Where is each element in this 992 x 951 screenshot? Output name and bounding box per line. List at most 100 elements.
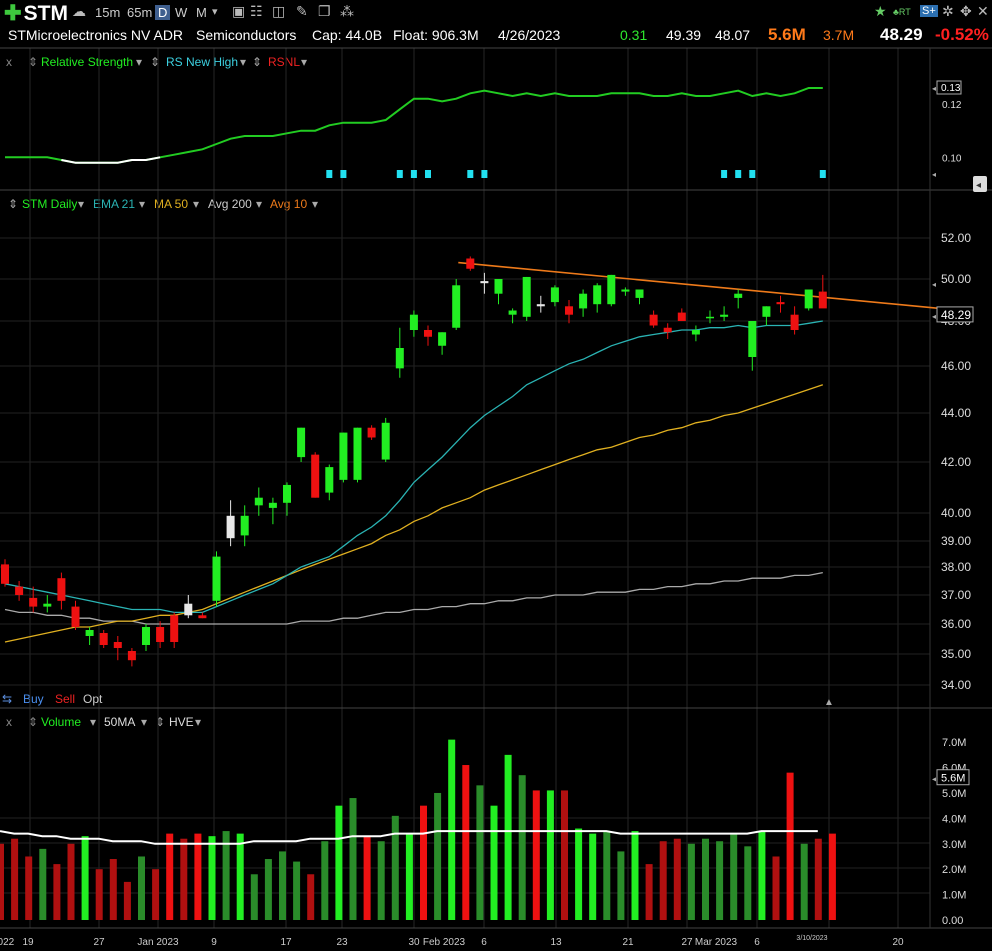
timeframe-d[interactable]: D xyxy=(155,5,171,20)
volume-bar xyxy=(504,754,512,920)
price-pointer-icon: ◂ xyxy=(932,280,936,289)
scroll-handle-icon xyxy=(973,176,987,192)
candle-body xyxy=(762,306,771,317)
star-icon[interactable]: ★ xyxy=(874,3,887,19)
volume-bar xyxy=(828,833,836,920)
move-icon[interactable]: ✥ xyxy=(960,3,972,19)
price-tick: 34.00 xyxy=(941,678,971,692)
volume-dropdown-icon[interactable]: ▾ xyxy=(90,715,97,729)
x-axis-label: 27 xyxy=(93,937,105,948)
avg-volume-value: 3.7M xyxy=(823,27,855,43)
price-label-avg200[interactable]: Avg 200 xyxy=(208,197,252,211)
price-tick: 39.00 xyxy=(941,534,971,548)
volume-bar xyxy=(377,841,385,920)
ema21-line xyxy=(4,320,823,614)
rs-label-relative-strength[interactable]: Relative Strength xyxy=(41,55,134,69)
rs-close-icon[interactable]: x xyxy=(6,55,12,69)
candle-body xyxy=(494,279,503,294)
volume-panel-header: x ⇕ Volume ▾ 50MA ▾ ⇕ HVE ▾ xyxy=(0,712,930,732)
volume-tick: 1.0M xyxy=(942,890,966,902)
x-axis-label: 30 xyxy=(408,937,420,948)
volume-sort-icon[interactable]: ⇕ xyxy=(28,715,39,729)
rs-dropdown-icon[interactable]: ▾ xyxy=(136,55,143,69)
rs-newhigh-dropdown-icon[interactable]: ▾ xyxy=(240,55,247,69)
timeframe-15m[interactable]: 15m xyxy=(95,5,121,20)
rs-new-high-marker xyxy=(396,170,403,178)
rsnl-dropdown-icon[interactable]: ▾ xyxy=(301,55,308,69)
price-sort-icon[interactable]: ⇕ xyxy=(8,197,19,211)
dropdown-icon[interactable]: ▾ xyxy=(212,6,218,18)
timeframe-m[interactable]: M xyxy=(196,5,207,20)
volume-bar xyxy=(772,856,780,920)
share-icon[interactable]: ⁂ xyxy=(340,3,354,19)
notes-icon[interactable]: ❐ xyxy=(318,3,331,19)
sell-button[interactable]: Sell xyxy=(55,692,76,706)
price-label-daily[interactable]: STM Daily xyxy=(22,197,78,211)
rs-sort-icon-2[interactable]: ⇕ xyxy=(150,55,161,69)
ema-dropdown-icon[interactable]: ▾ xyxy=(139,197,146,211)
price-label-ma50[interactable]: MA 50 xyxy=(154,197,189,211)
hve-dropdown-icon[interactable]: ▾ xyxy=(195,715,202,729)
add-symbol-icon[interactable]: ✚ xyxy=(4,2,22,25)
x-axis-label: Jan 2023 xyxy=(137,937,179,948)
hve-sort-icon[interactable]: ⇕ xyxy=(155,715,166,729)
price-tick: 37.00 xyxy=(941,588,971,602)
candle-body xyxy=(184,603,193,616)
volume-label[interactable]: Volume xyxy=(41,715,82,729)
volume-bar xyxy=(800,843,808,920)
candle-body xyxy=(29,597,38,607)
price-tag-box xyxy=(936,306,974,323)
timeframe-65m[interactable]: 65m xyxy=(127,5,153,20)
draw-pencil-icon[interactable]: ✎ xyxy=(296,3,308,19)
volume-tick: 7.0M xyxy=(942,737,966,749)
candle-body xyxy=(127,651,136,661)
compare-icon[interactable]: ◫ xyxy=(272,3,286,19)
rs-label-new-high[interactable]: RS New High xyxy=(166,55,239,69)
volume-label-50ma[interactable]: 50MA xyxy=(104,715,136,729)
volume-bar xyxy=(405,833,413,920)
indicator-list-icon[interactable]: ☷ xyxy=(250,3,263,19)
chart-type-icon[interactable]: ▣ xyxy=(232,3,246,19)
volume-label-hve[interactable]: HVE xyxy=(169,715,194,729)
order-icon[interactable]: ⇆ xyxy=(2,692,13,706)
volume-tick: 5.0M xyxy=(942,788,966,800)
buy-button[interactable]: Buy xyxy=(23,692,44,706)
top-toolbar: ✚STM ☁ 15m 65m D W M ▾ ▣ ☷ ◫ ✎ ❐ ⁂ ★ ♣RT… xyxy=(0,0,992,26)
settings-icon[interactable]: ✲ xyxy=(942,3,954,19)
ma-dropdown-icon[interactable]: ▾ xyxy=(193,197,200,211)
candle-body xyxy=(720,314,729,317)
rt-icon[interactable]: ♣RT xyxy=(893,7,911,17)
scroll-arrow-icon: ◂ xyxy=(976,180,981,191)
candle-body xyxy=(198,615,207,619)
industry[interactable]: Semiconductors xyxy=(196,27,297,43)
volume-close-icon[interactable]: x xyxy=(6,715,12,729)
x-axis-label: Feb 2023 xyxy=(423,937,466,948)
rs-new-high-marker xyxy=(340,170,347,178)
link-icon[interactable]: ☁ xyxy=(72,3,86,19)
candle-body xyxy=(550,287,559,303)
candle-body xyxy=(254,497,263,506)
avg10-dropdown-icon[interactable]: ▾ xyxy=(312,197,319,211)
ma50-dropdown-icon[interactable]: ▾ xyxy=(141,715,148,729)
x-axis-label: 13 xyxy=(550,937,562,948)
s-plus-icon[interactable]: S+ xyxy=(920,5,938,17)
daily-dropdown-icon[interactable]: ▾ xyxy=(78,197,85,211)
close-icon[interactable]: ✕ xyxy=(977,3,989,19)
timeframe-w[interactable]: W xyxy=(175,5,188,20)
price-label-ema21[interactable]: EMA 21 xyxy=(93,197,136,211)
candle-body xyxy=(409,314,418,330)
price-label-avg10[interactable]: Avg 10 xyxy=(270,197,308,211)
volume-bar xyxy=(39,848,47,920)
options-button[interactable]: Opt xyxy=(83,692,103,706)
volume-tick: 2.0M xyxy=(942,864,966,876)
volume-bar xyxy=(67,843,75,920)
rs-label-rsnl[interactable]: RSNL xyxy=(268,55,301,69)
symbol-title[interactable]: ✚STM xyxy=(4,1,68,26)
avg200-dropdown-icon[interactable]: ▾ xyxy=(256,197,263,211)
x-axis-label: 23 xyxy=(336,937,348,948)
rs-sort-icon-3[interactable]: ⇕ xyxy=(252,55,263,69)
candle-body xyxy=(381,422,390,460)
rs-sort-icon[interactable]: ⇕ xyxy=(28,55,39,69)
candle-body xyxy=(466,258,475,269)
